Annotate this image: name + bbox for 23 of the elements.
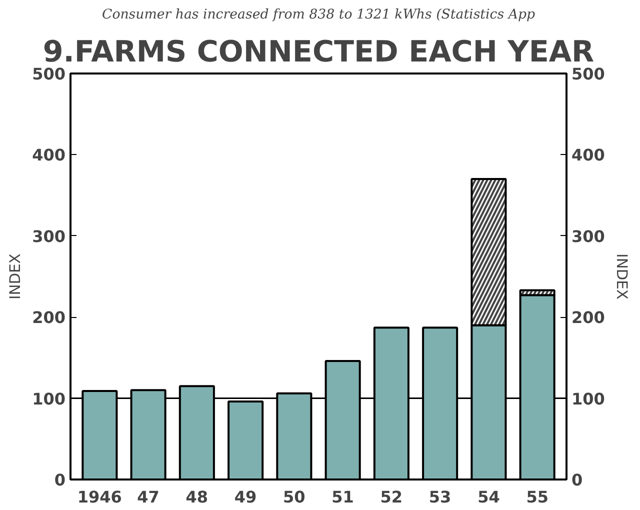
x-tick-label: 50 — [283, 488, 306, 506]
y-tick-label: 400 — [32, 146, 66, 165]
x-tick-label: 53 — [428, 488, 452, 506]
y2-tick-label: 300 — [572, 226, 605, 246]
y-tick-label: 100 — [32, 389, 66, 408]
x-tick-label: 52 — [380, 488, 403, 506]
x-tick-label: 51 — [332, 488, 354, 506]
y2-tick-label: 100 — [572, 389, 605, 408]
text: Consumer has increased from 838 to 1321 kWhs (Statistics App — [102, 8, 536, 22]
x-tick-label: 47 — [137, 488, 160, 506]
y-tick-label: 0 — [54, 470, 66, 490]
x-tick-label: 55 — [526, 488, 548, 506]
y-tick-label: 300 — [32, 226, 66, 246]
y2-tick-label: 0 — [572, 470, 583, 490]
y-axis-title: INDEX — [7, 254, 24, 300]
x-tick-label: 54 — [478, 488, 500, 506]
y-tick-label: 200 — [32, 308, 66, 328]
y2-axis-title: INDEX — [612, 254, 630, 300]
x-tick-label: 49 — [234, 488, 257, 506]
x-tick-label: 48 — [186, 488, 208, 506]
y2-tick-label: 400 — [572, 146, 605, 165]
y2-tick-label: 200 — [572, 308, 605, 328]
x-tick-label: 1946 — [77, 488, 122, 506]
